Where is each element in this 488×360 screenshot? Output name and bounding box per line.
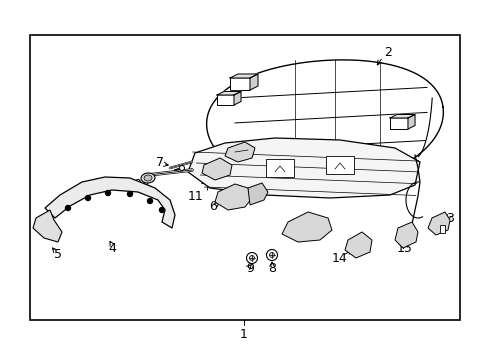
Bar [30,35,459,320]
Polygon shape [407,114,414,129]
Polygon shape [249,74,258,90]
Ellipse shape [143,175,152,181]
Polygon shape [427,212,449,235]
Text: 4: 4 [108,242,116,255]
Polygon shape [202,158,231,180]
Text: 1: 1 [240,328,247,342]
Text: 15: 15 [396,242,412,255]
Ellipse shape [141,173,155,183]
Polygon shape [247,183,267,205]
Circle shape [85,195,90,201]
Text: 7: 7 [156,156,163,168]
Bar [325,156,353,174]
Circle shape [246,252,257,264]
Bar [439,225,444,233]
Polygon shape [224,142,254,162]
Polygon shape [215,184,251,210]
Text: 10: 10 [127,179,142,192]
Bar [265,159,293,177]
Polygon shape [187,138,419,198]
Polygon shape [229,74,258,78]
Polygon shape [345,232,371,258]
Circle shape [269,252,274,257]
Circle shape [159,207,164,212]
Circle shape [65,206,70,211]
Bar [229,78,249,90]
Polygon shape [234,91,241,105]
Polygon shape [389,114,414,118]
Polygon shape [45,177,175,228]
Text: 14: 14 [331,252,347,265]
Text: 8: 8 [267,261,275,274]
Text: 13: 13 [199,174,215,186]
Text: 3: 3 [445,211,453,225]
Circle shape [249,256,254,261]
Polygon shape [394,222,417,248]
Polygon shape [217,91,241,95]
Bar [389,118,407,129]
Text: 11: 11 [187,189,203,202]
Circle shape [179,166,184,171]
Text: 9: 9 [245,261,253,274]
Text: 2: 2 [383,45,391,58]
Polygon shape [282,212,331,242]
Bar [217,95,234,105]
Circle shape [147,198,152,203]
Text: 6: 6 [209,201,217,213]
Polygon shape [206,60,443,186]
Circle shape [105,190,110,195]
Text: 12: 12 [309,229,325,242]
Circle shape [266,249,277,261]
Circle shape [127,192,132,197]
Polygon shape [33,210,62,242]
Text: 5: 5 [54,248,62,261]
